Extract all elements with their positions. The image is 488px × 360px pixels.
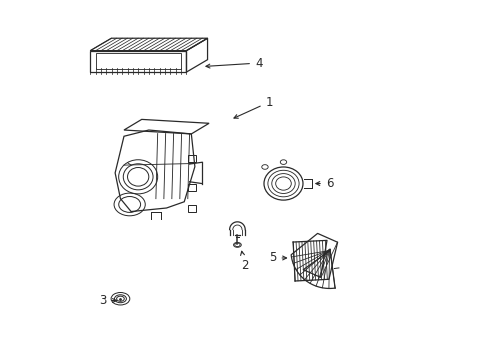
Text: 1: 1 [233,95,272,118]
Text: 5: 5 [268,252,286,265]
Text: 4: 4 [205,57,262,69]
Text: 2: 2 [240,251,248,271]
Text: 6: 6 [315,177,333,190]
Text: 3: 3 [99,294,116,307]
